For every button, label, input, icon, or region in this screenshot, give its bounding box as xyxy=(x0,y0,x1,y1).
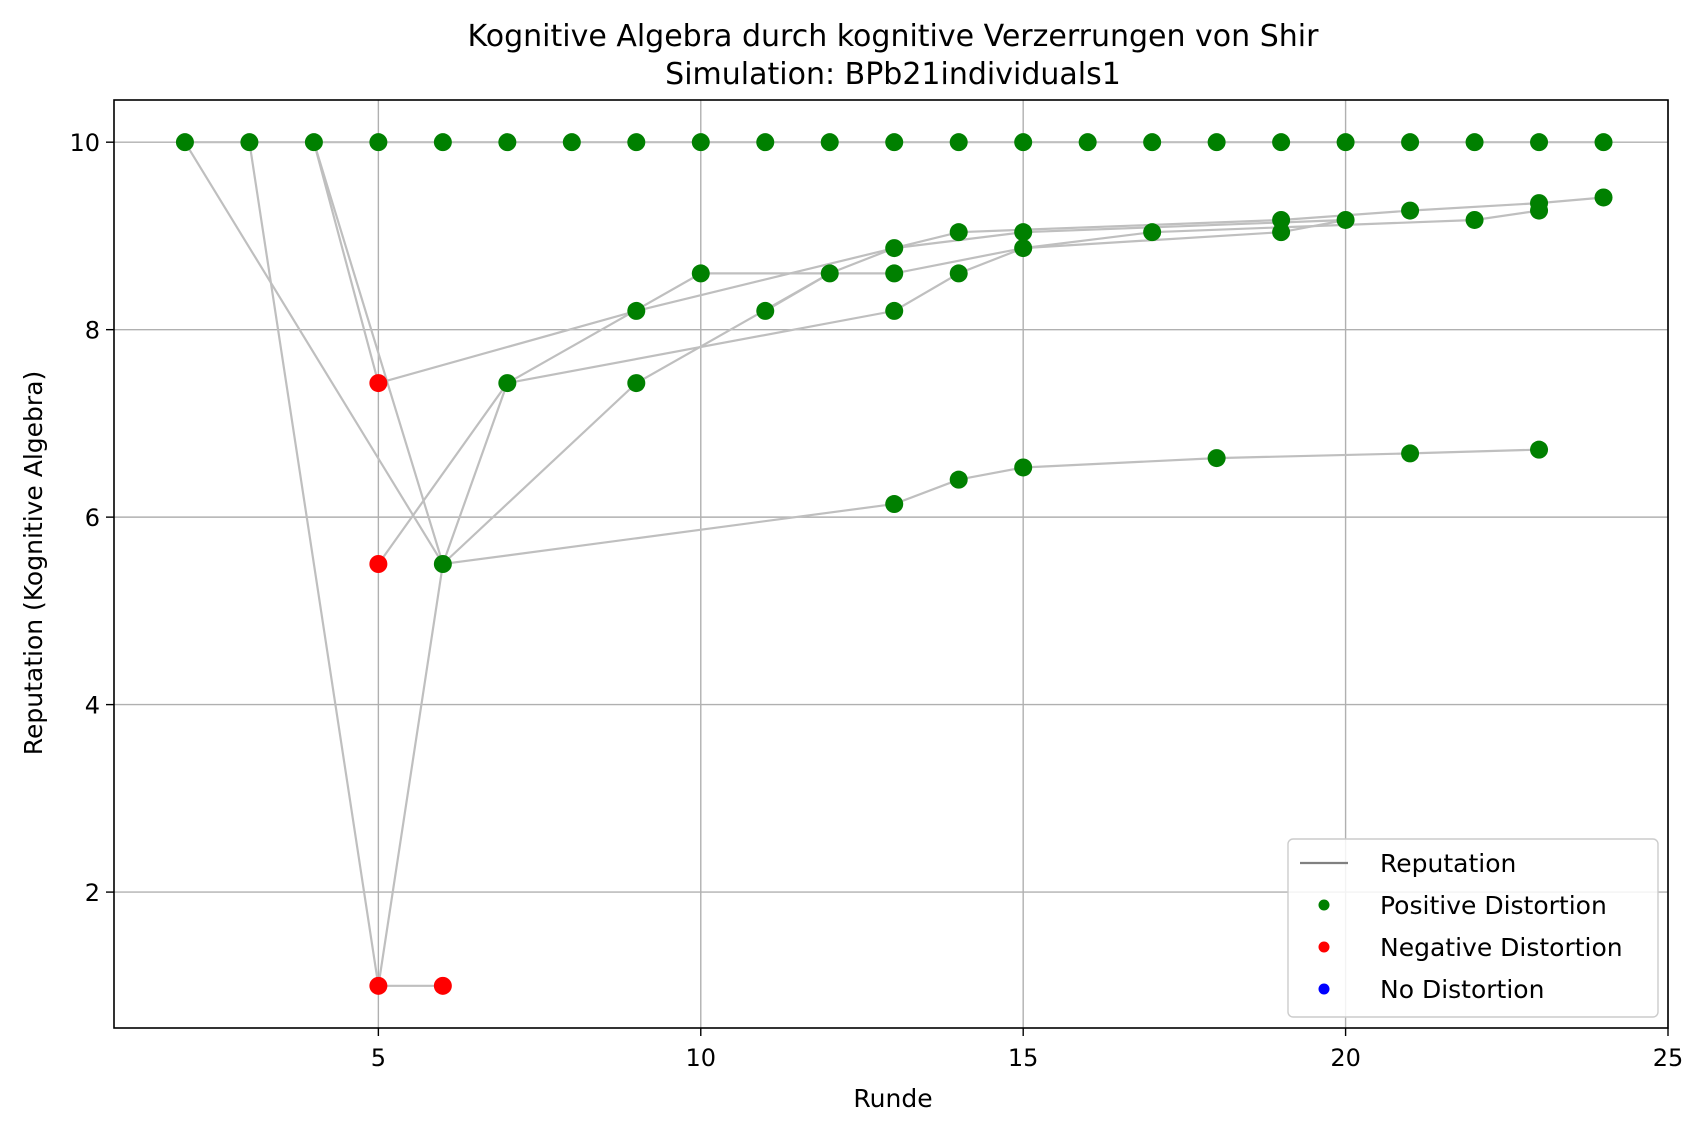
point-positive-distortion xyxy=(1014,133,1033,152)
point-positive-distortion xyxy=(949,223,968,242)
y-tick-label: 4 xyxy=(85,692,100,720)
point-positive-distortion xyxy=(1143,223,1162,242)
legend-marker-swatch xyxy=(1318,899,1330,911)
point-positive-distortion xyxy=(1401,201,1420,220)
point-positive-distortion xyxy=(691,264,710,283)
y-tick-label: 10 xyxy=(69,129,100,157)
x-tick-label: 20 xyxy=(1330,1044,1361,1072)
point-positive-distortion xyxy=(1207,449,1226,468)
x-tick-label: 25 xyxy=(1653,1044,1684,1072)
point-positive-distortion xyxy=(562,133,581,152)
legend-label: Negative Distortion xyxy=(1380,933,1623,962)
point-positive-distortion xyxy=(1530,133,1549,152)
legend-label: No Distortion xyxy=(1380,975,1544,1004)
point-positive-distortion xyxy=(756,301,775,320)
data-points xyxy=(175,133,1613,995)
point-positive-distortion xyxy=(885,495,904,514)
point-positive-distortion xyxy=(1336,133,1355,152)
point-positive-distortion xyxy=(1594,133,1613,152)
chart-title: Kognitive Algebra durch kognitive Verzer… xyxy=(468,19,1320,54)
point-positive-distortion xyxy=(885,301,904,320)
y-tick-label: 8 xyxy=(85,317,100,345)
point-positive-distortion xyxy=(1401,133,1420,152)
axis-ticks: 5 10 15 20 25 2 4 6 8 10 xyxy=(69,129,1683,1072)
point-positive-distortion xyxy=(885,239,904,258)
point-positive-distortion xyxy=(1207,133,1226,152)
point-positive-distortion xyxy=(498,133,517,152)
point-positive-distortion xyxy=(1143,133,1162,152)
x-tick-label: 10 xyxy=(686,1044,717,1072)
point-positive-distortion xyxy=(627,301,646,320)
point-positive-distortion xyxy=(240,133,259,152)
reputation-line-4 xyxy=(312,141,1604,385)
y-tick-label: 2 xyxy=(85,879,100,907)
point-positive-distortion xyxy=(1014,239,1033,258)
point-positive-distortion xyxy=(1014,223,1033,242)
reputation-line-6 xyxy=(377,218,1346,986)
point-positive-distortion xyxy=(1530,201,1549,220)
point-positive-distortion xyxy=(1272,133,1291,152)
reputation-line-2 xyxy=(183,141,1540,566)
legend-label: Reputation xyxy=(1380,849,1516,878)
point-positive-distortion xyxy=(1014,458,1033,477)
point-positive-distortion xyxy=(1336,210,1355,229)
point-negative-distortion xyxy=(433,976,452,995)
point-positive-distortion xyxy=(1465,133,1484,152)
point-positive-distortion xyxy=(304,133,323,152)
point-positive-distortion xyxy=(949,470,968,489)
reputation-line-5 xyxy=(312,141,1346,568)
point-positive-distortion xyxy=(691,133,710,152)
y-axis-label: Reputation (Kognitive Algebra) xyxy=(19,371,48,756)
point-negative-distortion xyxy=(369,555,388,573)
point-positive-distortion xyxy=(1401,444,1420,463)
legend: Reputation Positive Distortion Negative Di… xyxy=(1287,838,1659,1018)
point-positive-distortion xyxy=(1530,440,1549,459)
x-tick-label: 5 xyxy=(371,1044,386,1072)
x-axis-label: Runde xyxy=(853,1084,932,1113)
reputation-line-8 xyxy=(764,272,831,312)
legend-marker-swatch xyxy=(1318,983,1330,995)
chart-subtitle: Simulation: BPb21individuals1 xyxy=(665,57,1121,92)
point-positive-distortion xyxy=(885,133,904,152)
legend-label: Positive Distortion xyxy=(1380,891,1607,920)
point-negative-distortion xyxy=(369,374,388,393)
legend-marker-swatch xyxy=(1318,941,1330,953)
point-positive-distortion xyxy=(756,133,775,152)
point-positive-distortion xyxy=(627,374,646,393)
plot-frame xyxy=(113,99,1669,1029)
x-tick-label: 15 xyxy=(1008,1044,1039,1072)
point-positive-distortion xyxy=(433,555,452,573)
point-positive-distortion xyxy=(498,374,517,393)
point-negative-distortion xyxy=(369,976,388,995)
point-positive-distortion xyxy=(949,264,968,283)
point-positive-distortion xyxy=(1594,188,1613,207)
point-positive-distortion xyxy=(175,133,194,152)
point-positive-distortion xyxy=(433,133,452,152)
point-positive-distortion xyxy=(885,264,904,283)
point-positive-distortion xyxy=(820,133,839,152)
point-positive-distortion xyxy=(1272,223,1291,242)
point-positive-distortion xyxy=(627,133,646,152)
point-positive-distortion xyxy=(1465,210,1484,229)
reputation-line-3 xyxy=(248,142,443,987)
point-positive-distortion xyxy=(820,264,839,283)
point-positive-distortion xyxy=(1078,133,1097,152)
y-tick-label: 6 xyxy=(85,504,100,532)
point-positive-distortion xyxy=(949,133,968,152)
reputation-line-7 xyxy=(377,209,1540,565)
point-positive-distortion xyxy=(369,133,388,152)
legend-box xyxy=(1287,838,1659,1018)
